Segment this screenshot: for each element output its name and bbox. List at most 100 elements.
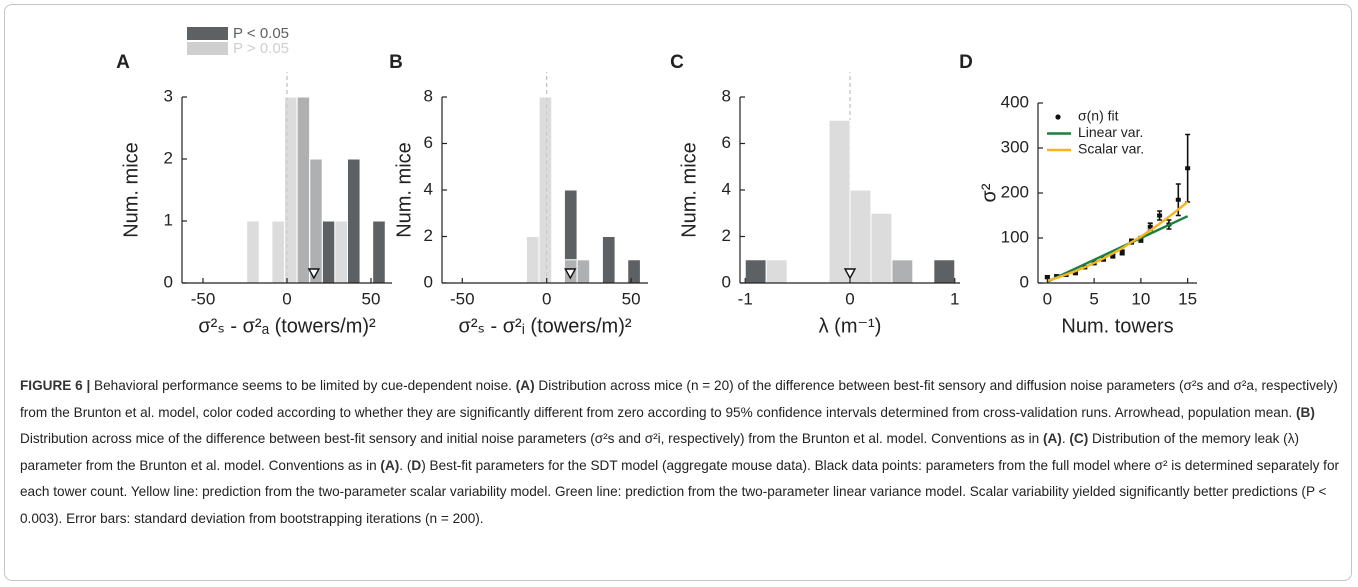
y-axis-label: Num. mice <box>393 142 415 238</box>
y-tick-label: 2 <box>424 226 433 245</box>
y-tick-label: 0 <box>424 272 433 291</box>
data-point <box>1044 275 1050 280</box>
x-tick-label: 0 <box>542 289 551 308</box>
x-axis-label: λ (m⁻¹) <box>819 315 882 337</box>
y-tick-label: 0 <box>1020 272 1029 291</box>
panel-letter: D <box>959 52 973 73</box>
bar <box>891 259 914 284</box>
x-tick-label: 1 <box>950 289 959 308</box>
mean-arrowhead <box>564 268 577 280</box>
mean-arrowhead <box>843 268 857 280</box>
caption-bold: D <box>411 457 422 473</box>
y-axis-label: Num. mice <box>678 142 700 238</box>
caption-text: . <box>1061 431 1070 446</box>
legend-swatch <box>187 42 228 55</box>
y-tick-label: 4 <box>424 179 433 198</box>
legend-marker <box>1055 114 1061 120</box>
bar <box>321 220 336 284</box>
y-tick-label: 0 <box>722 272 731 291</box>
caption-text: ) Best-fit parameters for the SDT model … <box>20 457 1340 526</box>
bar <box>271 220 285 284</box>
data-point <box>1119 250 1125 255</box>
bar <box>309 158 323 284</box>
data-point <box>1138 237 1144 242</box>
figure-caption: FIGURE 6 | Behavioral performance seems … <box>20 373 1342 532</box>
bar <box>627 259 641 284</box>
y-tick-label: 1 <box>164 210 173 229</box>
bar <box>828 119 851 284</box>
legend-swatch <box>187 27 228 40</box>
bar <box>870 212 893 284</box>
caption-bold: (A) <box>1042 431 1062 446</box>
x-tick-label: 15 <box>1178 289 1197 308</box>
x-tick-label: -50 <box>450 289 475 308</box>
y-tick-label: 8 <box>424 86 433 105</box>
bar <box>601 236 616 284</box>
caption-text: Distribution of the memory leak (λ) para… <box>20 431 1300 473</box>
y-axis-label: σ² <box>978 183 1000 202</box>
bar <box>283 96 298 284</box>
caption-text: Distribution across mice of the differen… <box>20 431 1043 446</box>
bar <box>372 220 386 284</box>
x-tick-label: 0 <box>845 289 854 308</box>
data-point <box>1157 213 1163 218</box>
y-tick-label: 0 <box>164 272 173 291</box>
bar <box>346 158 361 284</box>
data-point <box>1072 271 1078 276</box>
fit-line <box>1046 215 1189 283</box>
legend-label: P < 0.05 <box>233 25 289 42</box>
caption-text: Distribution across mice (n = 20) of the… <box>20 378 1338 420</box>
caption-text: . ( <box>399 457 412 473</box>
y-tick-label: 2 <box>164 148 173 167</box>
legend-label: σ(n) fit <box>1078 108 1119 124</box>
y-tick-label: 6 <box>424 133 433 152</box>
panel-letter: A <box>116 52 130 73</box>
mean-arrowhead <box>307 268 321 280</box>
x-tick-label: -50 <box>191 289 216 308</box>
x-tick-label: -1 <box>738 289 753 308</box>
y-tick-label: 4 <box>722 179 731 198</box>
legend-label: Scalar var. <box>1078 141 1144 157</box>
caption-bold: (B) <box>1295 404 1315 420</box>
bar <box>576 259 591 284</box>
panel-letter: B <box>389 52 403 73</box>
bar <box>296 96 311 284</box>
data-point <box>1175 197 1181 202</box>
caption-bold: (C) <box>1069 431 1089 446</box>
y-tick-label: 300 <box>1001 137 1029 156</box>
bar <box>525 236 540 284</box>
x-tick-label: 0 <box>1043 289 1052 308</box>
y-tick-label: 400 <box>1001 92 1029 111</box>
data-point <box>1110 254 1116 258</box>
panel-letter: C <box>670 52 684 73</box>
fit-line <box>1046 200 1189 282</box>
y-tick-label: 200 <box>1001 182 1029 201</box>
y-tick-label: 2 <box>722 226 731 245</box>
data-point <box>1147 224 1153 229</box>
data-point <box>1185 166 1191 171</box>
x-axis-label: Num. towers <box>1061 315 1173 337</box>
bar <box>744 259 767 284</box>
caption-text: Behavioral performance seems to be limit… <box>90 378 516 393</box>
x-axis-label: σ²ₛ - σ²ᵢ (towers/m)² <box>458 315 631 337</box>
bar <box>933 259 956 284</box>
legend-label: Linear var. <box>1078 124 1143 140</box>
figure-frame <box>4 4 1352 581</box>
bar <box>538 96 553 284</box>
x-tick-label: 50 <box>362 289 381 308</box>
y-axis-label: Num. mice <box>120 142 142 238</box>
y-tick-label: 6 <box>722 133 731 152</box>
caption-bold: (A) <box>515 378 535 393</box>
x-axis-label: σ²ₛ - σ²ₐ (towers/m)² <box>198 315 376 337</box>
x-tick-label: 50 <box>622 289 641 308</box>
caption-bold: FIGURE 6 | <box>20 378 91 393</box>
x-tick-label: 10 <box>1131 289 1150 308</box>
y-tick-label: 8 <box>722 86 731 105</box>
y-tick-label: 3 <box>164 86 173 105</box>
bar <box>246 220 260 284</box>
caption-bold: (A) <box>380 457 400 473</box>
legend-label: P > 0.05 <box>233 40 289 57</box>
x-tick-label: 0 <box>282 289 291 308</box>
